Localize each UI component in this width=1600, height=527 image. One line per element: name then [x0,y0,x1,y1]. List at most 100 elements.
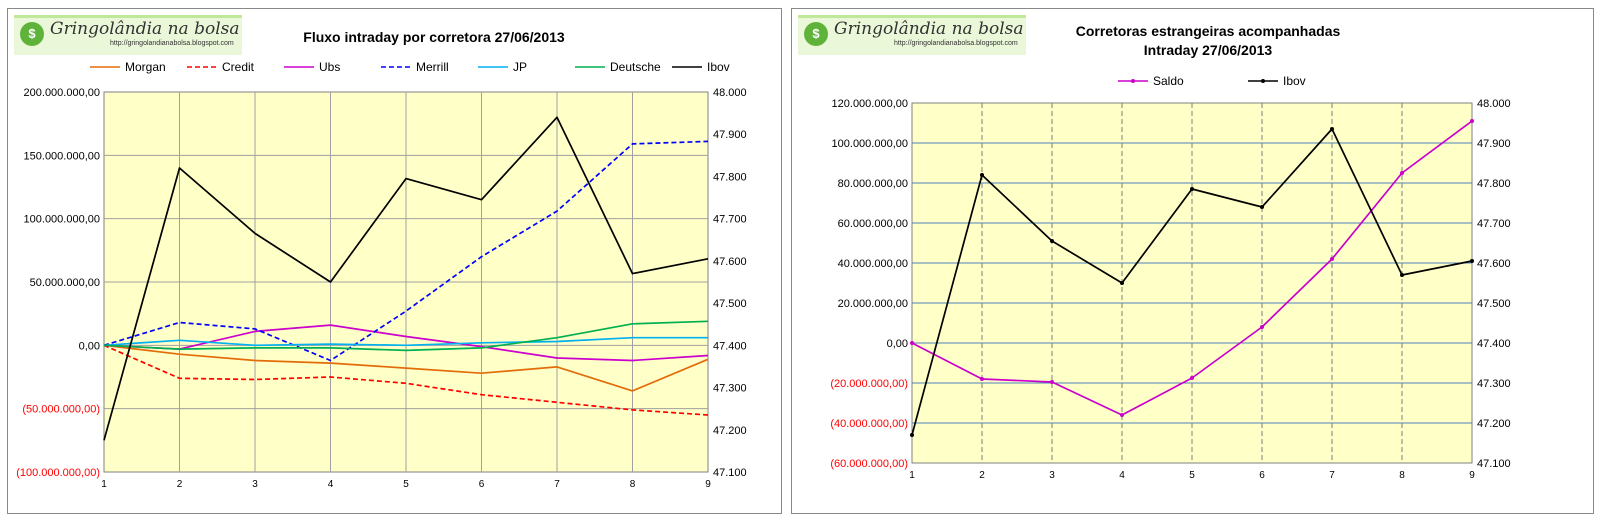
data-point [1190,376,1194,380]
legend-marker [1261,79,1265,83]
chart-title: Fluxo intraday por corretora 27/06/2013 [303,29,565,45]
x-tick-label: 5 [1189,470,1195,481]
data-point [1260,325,1264,329]
legend-entry: Deutsche [575,60,661,74]
dollar-icon: $ [804,22,828,46]
legend-label: Morgan [125,60,166,74]
y-right-tick-label: 47.800 [1477,178,1511,190]
data-point [1050,239,1054,243]
y-left-tick-label: (100.000.000,00) [16,467,100,479]
y-right-tick-label: 47.900 [713,129,747,141]
x-tick-label: 1 [909,470,915,481]
legend-entry: Merrill [381,60,449,74]
x-tick-label: 3 [1049,470,1055,481]
series-line-credit [103,344,709,416]
y-left-tick-label: 100.000.000,00 [24,214,100,226]
x-tick-label: 4 [1119,470,1125,481]
logo-title: Gringolândia na bolsa [834,19,1024,39]
y-right-tick-label: 47.300 [713,383,747,395]
series-line-ubs [103,324,709,362]
dollar-icon: $ [20,22,44,46]
series-line-merrill [103,140,709,362]
x-tick-label: 4 [328,479,334,490]
logo-url: http://gringolandianabolsa.blogspot.com [110,40,234,47]
y-right-tick-label: 47.300 [1477,378,1511,390]
y-left-tick-label: 120.000.000,00 [832,98,908,110]
chart-title: Corretoras estrangeiras acompanhadas [1076,23,1341,39]
y-left-tick-label: 50.000.000,00 [30,277,100,289]
logo-title: Gringolândia na bolsa [50,19,240,39]
legend-label: Merrill [416,60,449,74]
y-left-tick-label: 100.000.000,00 [832,138,908,150]
chart-panel-fluxo: $ Gringolândia na bolsa http://gringolan… [7,8,782,514]
legend-marker [1131,79,1135,83]
y-right-tick-label: 47.800 [713,171,747,183]
y-left-tick-label: 0,00 [79,340,100,352]
data-point [1470,259,1474,263]
y-left-tick-label: 60.000.000,00 [838,218,908,230]
y-right-tick-label: 47.400 [713,340,747,352]
y-left-tick-label: 0,00 [887,338,908,350]
legend-label: Ibov [1283,74,1306,88]
y-right-tick-label: 48.000 [713,87,747,99]
chart-subtitle: Intraday 27/06/2013 [1144,42,1273,58]
data-point [1050,380,1054,384]
series-line-morgan [103,344,709,392]
y-right-tick-label: 47.500 [1477,298,1511,310]
series-line-jp [103,336,708,347]
legend-entry: Saldo [1118,74,1184,88]
data-point [1470,119,1474,123]
y-right-tick-label: 47.700 [1477,218,1511,230]
data-point [1400,171,1404,175]
data-point [1330,257,1334,261]
data-point [1120,413,1124,417]
data-point [910,433,914,437]
x-tick-label: 1 [101,479,107,490]
chart-fluxo-intraday: Fluxo intraday por corretora 27/06/2013 M… [16,29,747,490]
x-tick-label: 9 [1469,470,1475,481]
y-left-tick-label: 40.000.000,00 [838,258,908,270]
y-right-tick-label: 47.900 [1477,138,1511,150]
y-right-tick-label: 47.100 [713,467,747,479]
y-right-tick-label: 47.600 [713,256,747,268]
x-tick-label: 7 [1329,470,1335,481]
series-line-deutsche [103,320,709,352]
x-tick-label: 8 [1399,470,1405,481]
y-right-tick-label: 47.600 [1477,258,1511,270]
series-line-ibov [103,116,709,441]
x-tick-label: 2 [177,479,183,490]
data-point [1120,281,1124,285]
y-left-tick-label: (20.000.000,00) [830,378,908,390]
x-tick-label: 5 [403,479,409,490]
y-left-tick-label: 20.000.000,00 [838,298,908,310]
legend-entry: Ibov [672,60,730,74]
legend-entry: Ubs [284,60,340,74]
y-right-tick-label: 47.700 [713,214,747,226]
y-right-tick-label: 47.400 [1477,338,1511,350]
x-tick-label: 6 [479,479,485,490]
legend-label: Ubs [319,60,340,74]
x-tick-label: 7 [554,479,560,490]
x-tick-label: 6 [1259,470,1265,481]
legend-entry: Credit [187,60,255,74]
blog-logo: $ Gringolândia na bolsa http://gringolan… [798,15,1026,55]
x-tick-label: 2 [979,470,985,481]
legend-label: Saldo [1153,74,1184,88]
legend-entry: Ibov [1248,74,1306,88]
x-tick-label: 8 [630,479,636,490]
legend-label: JP [513,60,527,74]
chart-corretoras-estrangeiras: Corretoras estrangeiras acompanhadas Intr… [830,23,1511,481]
y-left-tick-label: (40.000.000,00) [830,418,908,430]
y-right-tick-label: 47.200 [713,425,747,437]
blog-logo: $ Gringolândia na bolsa http://gringolan… [14,15,242,55]
data-point [1260,205,1264,209]
legend-entry: Morgan [90,60,166,74]
x-tick-label: 3 [252,479,258,490]
y-left-tick-label: 150.000.000,00 [24,150,100,162]
y-right-tick-label: 47.100 [1477,458,1511,470]
data-point [910,341,914,345]
legend-label: Credit [222,60,255,74]
legend-label: Ibov [707,60,730,74]
y-left-tick-label: (50.000.000,00) [22,404,100,416]
chart-panel-corretoras: $ Gringolândia na bolsa http://gringolan… [791,8,1594,514]
